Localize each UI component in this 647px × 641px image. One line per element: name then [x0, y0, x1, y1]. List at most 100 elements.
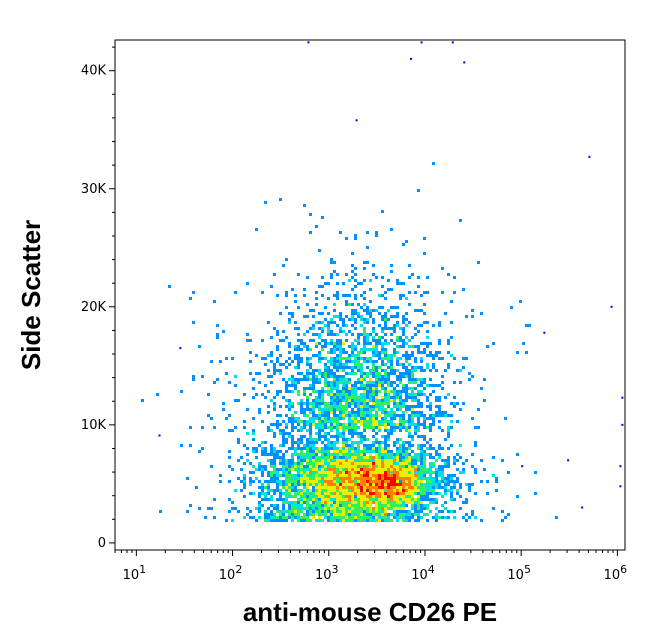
density-cell [453, 381, 456, 384]
density-cell [261, 450, 264, 453]
density-cell [441, 381, 444, 384]
density-cell [372, 273, 375, 276]
density-cell [360, 477, 363, 480]
density-cell [366, 306, 369, 309]
density-cell [309, 510, 312, 513]
density-cell [336, 315, 339, 318]
density-cell [384, 486, 387, 489]
density-cell [327, 366, 330, 369]
density-cell [336, 369, 339, 372]
density-cell [333, 507, 336, 510]
density-cell [423, 453, 426, 456]
density-cell [405, 462, 408, 465]
density-cell [318, 351, 321, 354]
density-cell [471, 513, 474, 516]
density-cell [345, 387, 348, 390]
density-cell [300, 459, 303, 462]
density-cell [372, 345, 375, 348]
density-cell [333, 405, 336, 408]
density-cell [330, 405, 333, 408]
density-cell [399, 402, 402, 405]
density-cell [381, 474, 384, 477]
density-cell [285, 492, 288, 495]
density-cell [315, 438, 318, 441]
density-cell [321, 345, 324, 348]
density-cell [402, 444, 405, 447]
density-cell [363, 474, 366, 477]
density-cell [399, 456, 402, 459]
density-cell [267, 453, 270, 456]
density-cell [258, 381, 261, 384]
density-cell [360, 495, 363, 498]
density-cell [327, 393, 330, 396]
density-cell [330, 504, 333, 507]
density-cell [390, 327, 393, 330]
density-cell [213, 381, 216, 384]
density-cell [360, 348, 363, 351]
density-cell [348, 444, 351, 447]
density-cell [360, 315, 363, 318]
density-cell [267, 390, 270, 393]
density-cell [276, 468, 279, 471]
density-cell [462, 471, 465, 474]
y-tick-label: 30K [81, 182, 107, 197]
density-cell [351, 477, 354, 480]
density-cell [255, 519, 258, 522]
density-cell [450, 336, 453, 339]
density-cell [351, 417, 354, 420]
density-cell [384, 498, 387, 501]
density-cell [396, 339, 399, 342]
density-cell [270, 465, 273, 468]
density-cell [372, 489, 375, 492]
density-cell [339, 519, 342, 522]
density-cell [333, 366, 336, 369]
density-cell [339, 462, 342, 465]
density-cell [270, 510, 273, 513]
density-cell [381, 351, 384, 354]
density-cell [333, 489, 336, 492]
density-cell [339, 375, 342, 378]
density-cell [405, 489, 408, 492]
density-cell [414, 411, 417, 414]
density-cell [339, 468, 342, 471]
density-cell [420, 402, 423, 405]
density-cell [345, 453, 348, 456]
density-cell [405, 393, 408, 396]
density-cell [444, 369, 447, 372]
density-cell [342, 483, 345, 486]
density-cell [306, 510, 309, 513]
density-cell [405, 501, 408, 504]
density-cell [312, 510, 315, 513]
density-cell [354, 450, 357, 453]
density-cell [429, 456, 432, 459]
density-cell [348, 402, 351, 405]
density-cell [342, 294, 345, 297]
density-cell [333, 342, 336, 345]
density-cell [300, 447, 303, 450]
density-cell [339, 408, 342, 411]
density-cell [297, 354, 300, 357]
density-cell [375, 351, 378, 354]
density-cell [345, 441, 348, 444]
density-cell [390, 504, 393, 507]
density-cell [384, 387, 387, 390]
density-cell [312, 354, 315, 357]
density-cell [363, 309, 366, 312]
density-cell [378, 489, 381, 492]
density-cell [387, 438, 390, 441]
density-cell [474, 492, 477, 495]
density-cell [381, 327, 384, 330]
density-cell [414, 483, 417, 486]
density-cell [168, 285, 171, 288]
density-cell [417, 384, 420, 387]
density-cell [324, 453, 327, 456]
density-cell [378, 453, 381, 456]
density-cell [459, 495, 462, 498]
density-cell [285, 426, 288, 429]
density-cell [339, 501, 342, 504]
density-cell [327, 297, 330, 300]
density-cell [378, 426, 381, 429]
density-cell [447, 273, 450, 276]
density-cell [312, 462, 315, 465]
density-cell [417, 405, 420, 408]
